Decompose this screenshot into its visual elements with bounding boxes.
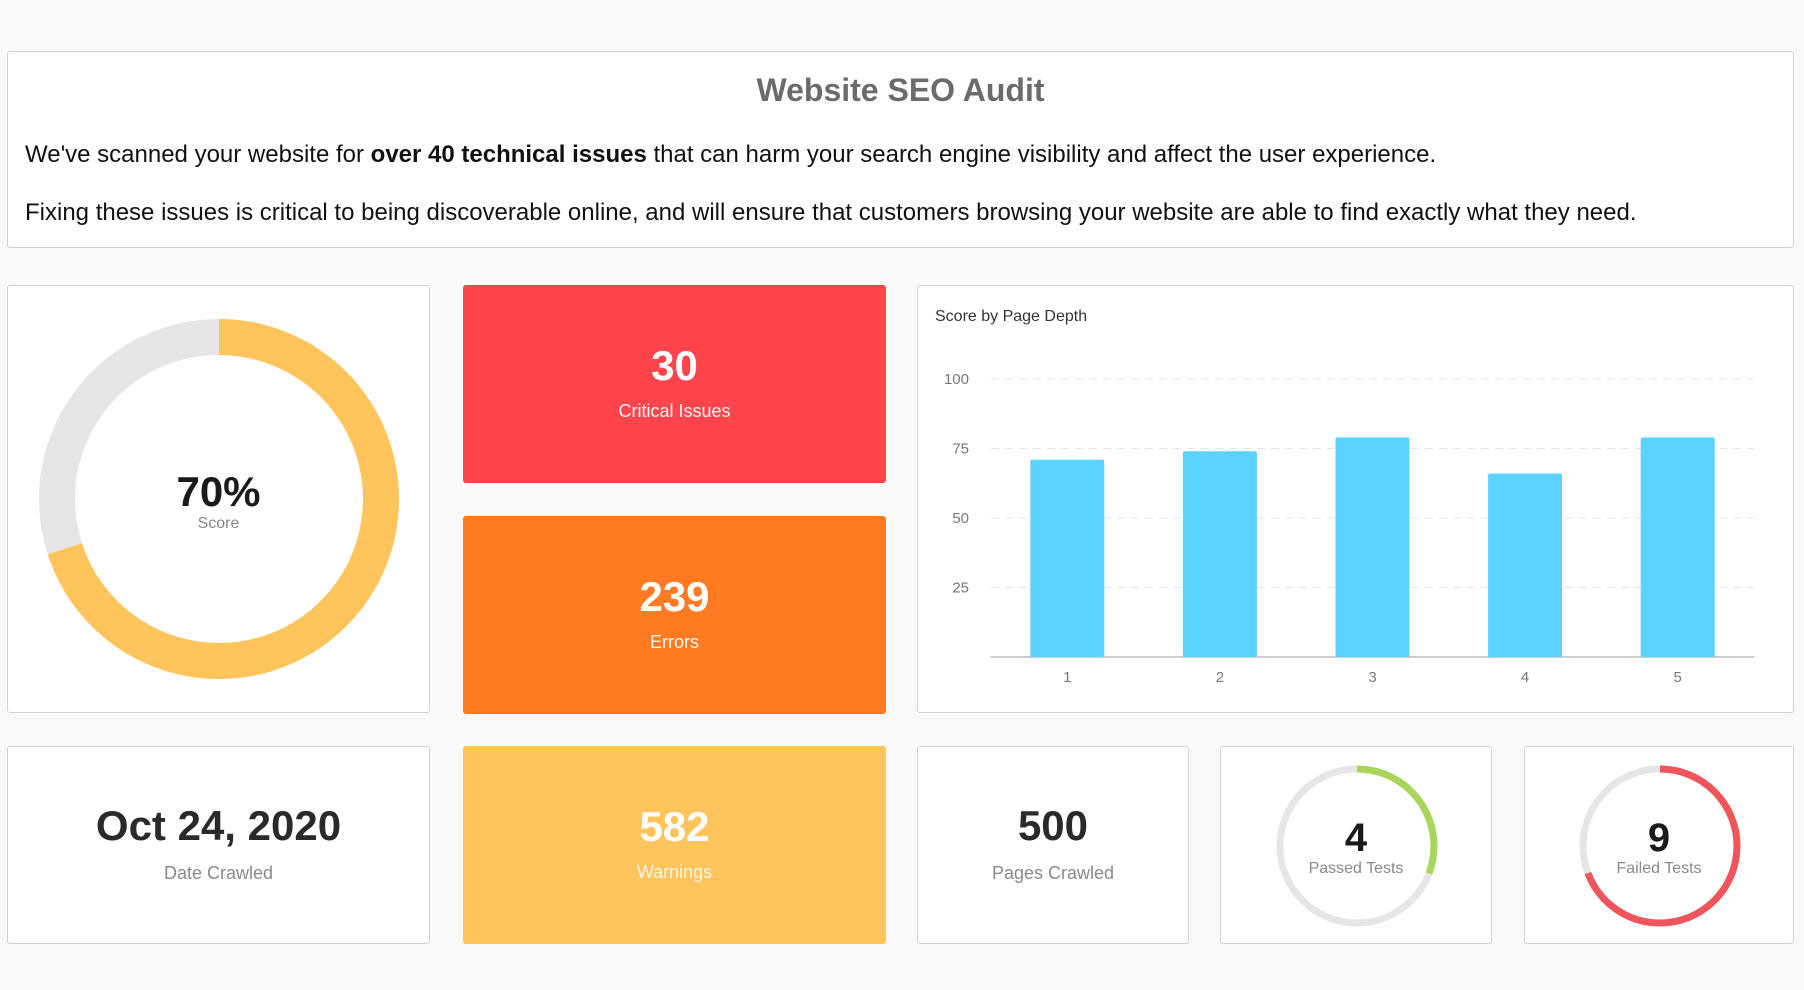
chart-bar-5[interactable] <box>1640 437 1715 657</box>
chart-x-tick-label: 3 <box>1368 669 1376 686</box>
chart-title: Score by Page Depth <box>935 308 1087 325</box>
passed-tests-ring <box>1276 765 1438 927</box>
date-crawled-value: Oct 24, 2020 <box>95 802 342 849</box>
date-crawled-label: Date Crawled <box>163 863 274 883</box>
chart-bar-1[interactable] <box>1030 459 1105 657</box>
score-donut-arc <box>39 319 399 679</box>
pages-crawled-label: Pages Crawled <box>991 863 1115 883</box>
critical-issues-tile[interactable]: 30 Critical Issues <box>463 285 886 483</box>
intro-text-post: that can harm your search engine visibil… <box>646 141 1437 168</box>
errors-label: Errors <box>650 632 699 652</box>
chart-y-tick-label: 50 <box>952 510 969 527</box>
intro-text-bold: over 40 technical issues <box>370 141 647 168</box>
errors-count: 239 <box>639 573 710 620</box>
failed-tests-ring <box>1579 765 1741 927</box>
score-value: 70% <box>176 468 261 515</box>
failed-tests-card[interactable]: 9 Failed Tests <box>1524 746 1794 944</box>
critical-issues-count: 30 <box>651 342 698 389</box>
chart-x-tick-label: 1 <box>1063 669 1071 686</box>
failed-ring-arc <box>1579 765 1741 927</box>
score-label: Score <box>197 515 240 532</box>
failed-tests-count: 9 <box>1647 816 1671 860</box>
passed-tests-count: 4 <box>1344 816 1368 860</box>
pages-crawled-value: 500 <box>1017 802 1089 849</box>
score-donut <box>39 319 399 679</box>
chart-y-tick-label: 100 <box>944 371 969 388</box>
score-card[interactable]: 70% Score <box>7 285 430 713</box>
chart-x-tick-label: 5 <box>1674 669 1682 686</box>
pages-crawled-card: 500 Pages Crawled <box>917 746 1189 944</box>
date-crawled-card: Oct 24, 2020 Date Crawled <box>7 746 430 944</box>
chart-x-tick-label: 4 <box>1521 669 1529 686</box>
chart-y-tick-label: 25 <box>952 580 969 597</box>
chart-bar-2[interactable] <box>1182 451 1257 657</box>
intro-panel: Website SEO Audit We've scanned your web… <box>7 51 1794 248</box>
failed-tests-label: Failed Tests <box>1616 860 1702 877</box>
passed-ring-arc <box>1276 765 1438 927</box>
intro-text-line-2: Fixing these issues is critical to being… <box>25 199 1637 226</box>
chart-bar-3[interactable] <box>1335 437 1410 657</box>
chart-x-tick-label: 2 <box>1216 669 1224 686</box>
chart-y-tick-label: 75 <box>952 441 969 458</box>
warnings-label: Warnings <box>636 862 713 882</box>
page-depth-chart: Score by Page Depth 100 75 50 25 1 2 3 4 5 <box>935 308 1754 686</box>
warnings-tile[interactable]: 582 Warnings <box>463 746 886 944</box>
warnings-count: 582 <box>639 803 710 850</box>
errors-tile[interactable]: 239 Errors <box>463 516 886 714</box>
page-depth-chart-card: Score by Page Depth 100 75 50 25 1 2 3 4 5 <box>917 285 1794 713</box>
page-title: Website SEO Audit <box>756 72 1045 108</box>
critical-issues-label: Critical Issues <box>618 401 731 421</box>
passed-tests-card[interactable]: 4 Passed Tests <box>1220 746 1492 944</box>
passed-tests-label: Passed Tests <box>1308 860 1404 877</box>
chart-bar-4[interactable] <box>1488 473 1563 657</box>
intro-text-line-1: We've scanned your website for over 40 t… <box>25 141 1436 169</box>
intro-text-pre: We've scanned your website for <box>25 141 371 168</box>
